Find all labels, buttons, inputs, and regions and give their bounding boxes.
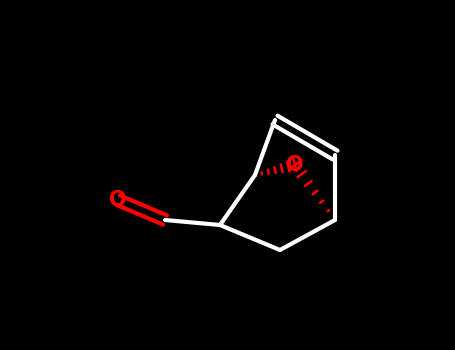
Text: O: O [286,155,304,175]
Text: O: O [109,190,127,210]
